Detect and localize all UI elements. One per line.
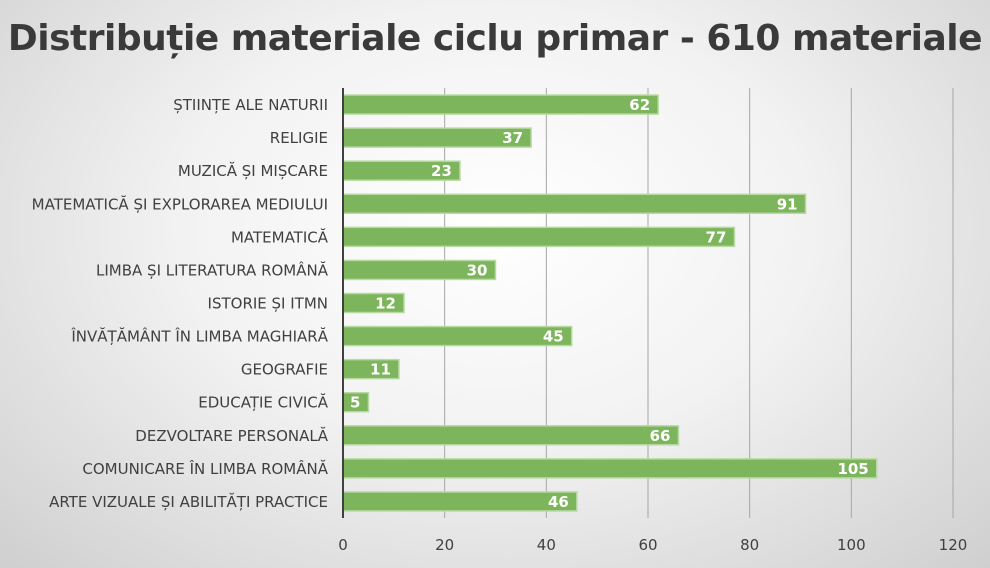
x-tick-label: 40 bbox=[537, 536, 556, 554]
category-label: ȘTIINȚE ALE NATURII bbox=[173, 96, 328, 114]
x-tick-label: 120 bbox=[939, 536, 968, 554]
category-label: LIMBA ȘI LITERATURA ROMÂNĂ bbox=[96, 260, 329, 279]
data-label: 37 bbox=[502, 129, 523, 147]
bar bbox=[342, 226, 736, 248]
x-tick-label: 0 bbox=[338, 536, 348, 554]
data-label: 66 bbox=[650, 427, 671, 445]
category-label: DEZVOLTARE PERSONALĂ bbox=[135, 426, 328, 445]
data-label: 23 bbox=[431, 162, 452, 180]
bars: 62 37 23 91 77 30 12 45 11 5 66 105 46 bbox=[342, 94, 878, 512]
data-label: 45 bbox=[543, 328, 564, 346]
data-label: 30 bbox=[467, 261, 488, 279]
data-label: 105 bbox=[837, 460, 868, 478]
data-label: 77 bbox=[706, 228, 727, 246]
bar bbox=[342, 193, 807, 215]
data-label: 91 bbox=[777, 195, 798, 213]
data-label: 11 bbox=[370, 361, 391, 379]
category-label: GEOGRAFIE bbox=[241, 361, 328, 379]
data-label: 62 bbox=[629, 96, 650, 114]
category-label: COMUNICARE ÎN LIMBA ROMÂNĂ bbox=[82, 459, 328, 478]
chart-title: Distribuție materiale ciclu primar - 610… bbox=[7, 18, 983, 59]
data-label: 12 bbox=[375, 295, 396, 313]
category-label: EDUCAȚIE CIVICĂ bbox=[198, 393, 328, 412]
data-label: 5 bbox=[350, 394, 360, 412]
x-axis-ticks: 0 20 40 60 80 100 120 bbox=[338, 536, 967, 554]
category-label: ÎNVĂȚĂMÂNT ÎN LIMBA MAGHIARĂ bbox=[70, 327, 328, 346]
x-tick-label: 60 bbox=[638, 536, 657, 554]
gridlines bbox=[444, 88, 954, 518]
category-label: RELIGIE bbox=[270, 129, 328, 147]
category-labels: ȘTIINȚE ALE NATURII RELIGIE MUZICĂ ȘI MIȘC… bbox=[32, 96, 329, 511]
bar bbox=[342, 425, 680, 446]
category-label: MATEMATICĂ ȘI EXPLORAREA MEDIULUI bbox=[32, 194, 328, 213]
bar bbox=[342, 325, 573, 347]
data-label: 46 bbox=[548, 493, 569, 511]
category-label: ISTORIE ȘI ITMN bbox=[208, 295, 328, 313]
category-label: ARTE VIZUALE ȘI ABILITĂȚI PRACTICE bbox=[49, 492, 328, 511]
x-tick-label: 20 bbox=[435, 536, 454, 554]
category-label: MATEMATICĂ bbox=[231, 227, 329, 246]
bar bbox=[342, 458, 878, 479]
bar bbox=[342, 491, 578, 512]
category-label: MUZICĂ ȘI MIȘCARE bbox=[178, 161, 328, 180]
x-tick-label: 100 bbox=[837, 536, 866, 554]
x-tick-label: 80 bbox=[740, 536, 759, 554]
bar bbox=[342, 94, 659, 115]
